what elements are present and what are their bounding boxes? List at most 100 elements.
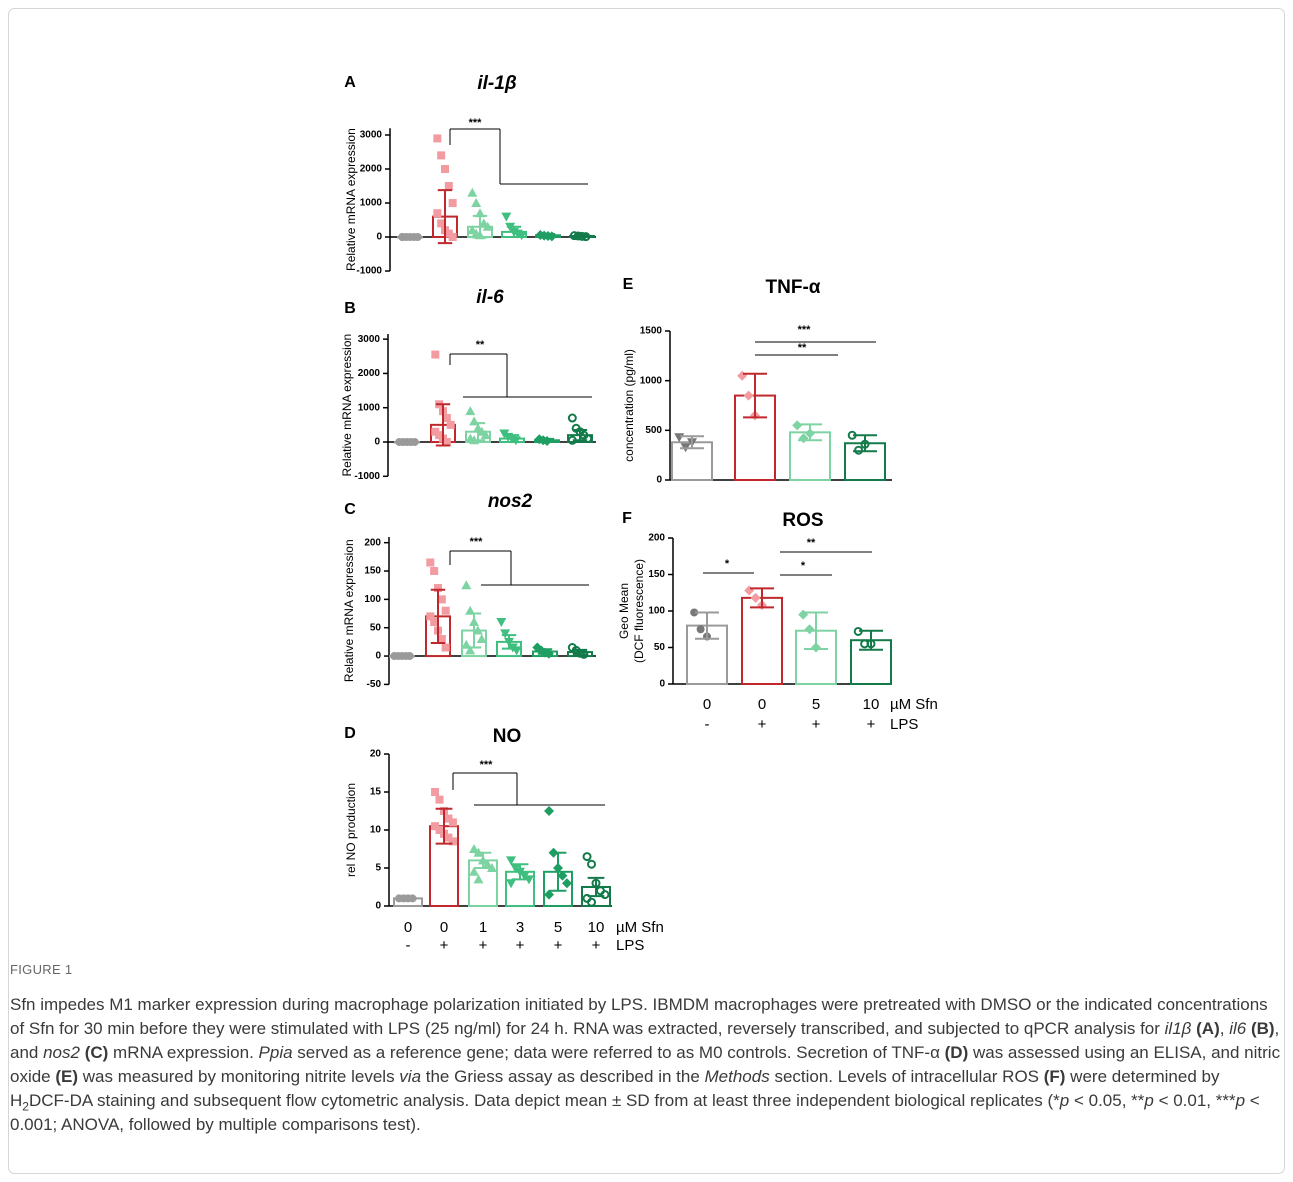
data-point: [744, 585, 755, 596]
data-point: [804, 624, 815, 635]
error-bar: [472, 214, 488, 239]
y-tick-label: -1000: [356, 266, 382, 277]
data-point: [431, 822, 440, 831]
x-tick-label: 3: [516, 919, 524, 936]
data-point: [523, 875, 534, 885]
x-tick-label: 1: [479, 919, 487, 936]
significance-label: **: [807, 537, 816, 549]
panel-label: E: [623, 276, 634, 293]
x-tick-label: 5: [812, 696, 820, 713]
y-axis-label: rel NO production: [344, 783, 358, 877]
caption-run: DCF-DA staining and subsequent flow cyto…: [28, 1091, 1060, 1110]
error-bar: [549, 851, 567, 892]
data-point: [501, 212, 512, 222]
error-bar: [394, 654, 410, 658]
data-point: [448, 233, 457, 241]
caption-run: Methods: [704, 1067, 770, 1086]
x-tick-label: 0: [440, 919, 448, 936]
caption-run: the Griess assay as described in the: [421, 1067, 705, 1086]
data-point: [467, 187, 478, 197]
caption-run: were determined by H: [10, 1067, 1220, 1110]
data-point: [506, 879, 517, 889]
caption-run: (A): [1196, 1019, 1220, 1038]
y-tick-label: 2000: [358, 368, 381, 379]
figure-label: FIGURE 1: [10, 962, 73, 977]
data-point: [482, 221, 493, 231]
panel-chart: Bil-6 Relative mRNA expression -1000 0 1000 2…: [340, 287, 596, 482]
y-tick-label: 3000: [360, 130, 383, 141]
data-point: [444, 182, 453, 190]
error-bar: [574, 233, 590, 238]
y-tick-label: 0: [375, 901, 381, 912]
y-axis-label: Relative mRNA expression: [342, 539, 356, 682]
x-tick-label: +: [479, 937, 488, 954]
caption-run: was assessed using an ELISA, and nitric …: [10, 1043, 1281, 1086]
data-point: [587, 859, 597, 869]
caption-run: ,: [1219, 1019, 1230, 1038]
error-bar: [743, 372, 767, 419]
y-axis-label: Relative mRNA expression: [344, 128, 358, 271]
caption: Sfn impedes M1 marker expression during …: [10, 993, 1282, 1137]
x-tick-label: 0: [404, 919, 412, 936]
data-point: [405, 652, 414, 661]
y-tick-label: 0: [375, 651, 381, 662]
y-tick-label: 100: [648, 606, 665, 617]
data-point: [482, 859, 493, 869]
data-point: [437, 151, 446, 160]
data-point: [582, 852, 592, 862]
error-bar: [504, 434, 520, 444]
data-point: [431, 788, 440, 796]
panel-label: B: [344, 300, 356, 317]
error-bar: [470, 422, 486, 442]
data-point: [496, 618, 507, 628]
error-bar: [430, 588, 446, 645]
error-bar: [474, 851, 492, 869]
data-point: [435, 795, 444, 804]
significance-label: *: [725, 558, 730, 570]
x-tick-label: +: [867, 716, 876, 733]
y-tick-label: 0: [374, 437, 380, 448]
data-point: [471, 198, 482, 207]
data-point: [446, 420, 455, 429]
data-point: [486, 863, 497, 872]
y-tick-label: 2000: [360, 164, 383, 175]
error-bar: [572, 648, 588, 656]
y-axis-label: Geo Mean: [617, 583, 631, 639]
error-bar: [859, 629, 883, 651]
error-bar: [399, 440, 415, 444]
data-point: [587, 897, 597, 907]
y-tick-label: 10: [370, 825, 382, 836]
caption-run: p: [1144, 1091, 1154, 1110]
error-bar: [680, 435, 704, 450]
data-point: [442, 438, 451, 447]
data-point: [448, 199, 457, 207]
y-tick-label: 150: [364, 566, 381, 577]
data-point: [510, 436, 521, 446]
x-tick-label: +: [758, 716, 767, 733]
y-tick-label: -50: [367, 679, 382, 690]
data-point: [437, 219, 446, 228]
y-tick-label: 0: [656, 475, 662, 486]
caption-run: , and: [10, 1019, 1280, 1062]
y-tick-label: 0: [659, 679, 665, 690]
data-point: [398, 233, 407, 241]
data-point: [469, 866, 480, 876]
data-point: [430, 618, 439, 627]
error-bar: [750, 587, 774, 609]
significance-label: ***: [469, 117, 483, 129]
panel-label: F: [622, 510, 632, 527]
caption-run: il6: [1229, 1019, 1247, 1038]
panel-label: A: [344, 74, 356, 91]
data-point: [433, 209, 442, 218]
y-tick-label: 200: [648, 533, 665, 544]
data-point: [567, 413, 577, 423]
x-tick-label: 0: [703, 696, 711, 713]
error-bar: [511, 863, 529, 881]
y-tick-label: 1000: [360, 198, 383, 209]
error-bar: [587, 876, 605, 898]
caption-run: served as a reference gene; data were re…: [292, 1043, 945, 1062]
significance-label: ***: [480, 759, 494, 771]
y-tick-label: -1000: [354, 471, 380, 482]
